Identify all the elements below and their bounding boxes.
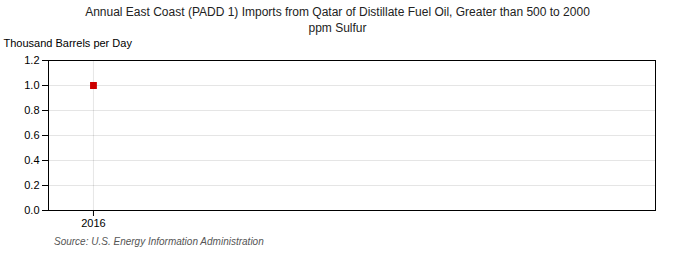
svg-text:2016: 2016 [81,218,105,230]
svg-text:0.2: 0.2 [24,179,39,191]
html-text:Source: U.S. Energy Informatio: Source: U.S. Energy Information Administ… [54,236,264,248]
svg-text:1.0: 1.0 [24,79,39,91]
svg-text:0.0: 0.0 [24,204,39,216]
svg-text:Thousand Barrels per Day: Thousand Barrels per Day [4,38,133,50]
svg-text:0.6: 0.6 [24,129,39,141]
svg-text:1.2: 1.2 [24,54,39,66]
html-text:Annual East Coast (PADD 1) Imp: Annual East Coast (PADD 1) Imports from … [85,5,590,36]
svg-text:0.8: 0.8 [24,104,39,116]
svg-text:0.4: 0.4 [24,154,39,166]
